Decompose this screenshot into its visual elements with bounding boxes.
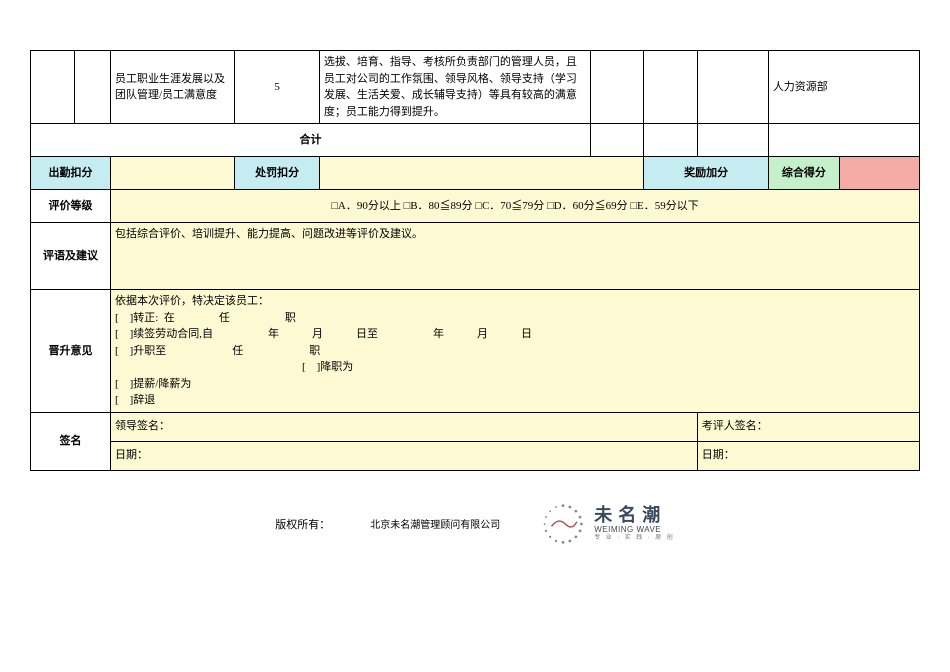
brand-sub: 专 业 · 实 践 · 原 创 xyxy=(594,535,675,542)
item-weight: 5 xyxy=(235,51,319,124)
promotion-label: 晋升意见 xyxy=(31,290,111,413)
item-dept: 人力资源部 xyxy=(768,51,919,124)
penalty-value[interactable] xyxy=(319,157,643,190)
grade-label: 评价等级 xyxy=(31,190,111,223)
comments-hint[interactable]: 包括综合评价、培训提升、能力提高、问题改进等评价及建议。 xyxy=(110,223,919,290)
signature-label: 签名 xyxy=(31,412,111,470)
company-logo: 未名潮 WEIMING WAVE 专 业 · 实 践 · 原 创 xyxy=(540,501,675,547)
copyright-label: 版权所有： xyxy=(275,516,330,532)
score-row: 出勤扣分 处罚扣分 奖励加分 综合得分 xyxy=(31,157,920,190)
grade-options[interactable]: □A．90分以上 □B．80≦89分 □C．70≦79分 □D．60分≦69分 … xyxy=(110,190,919,223)
promotion-text[interactable]: 依据本次评价，特决定该员工： [ ]转正: 在 任 职 [ ]续签劳动合同,自 … xyxy=(110,290,919,413)
brand-cn: 未名潮 xyxy=(594,506,675,526)
grade-row: 评价等级 □A．90分以上 □B．80≦89分 □C．70≦79分 □D．60分… xyxy=(31,190,920,223)
penalty-label: 处罚扣分 xyxy=(235,157,319,190)
criteria-row: 员工职业生涯发展以及团队管理/员工满意度 5 选拔、培育、指导、考核所负责部门的… xyxy=(31,51,920,124)
reviewer-date[interactable]: 日期： xyxy=(697,441,919,470)
item-name: 员工职业生涯发展以及团队管理/员工满意度 xyxy=(110,51,234,124)
brand-en: WEIMING WAVE xyxy=(594,526,675,535)
attendance-value[interactable] xyxy=(110,157,234,190)
leader-date[interactable]: 日期： xyxy=(110,441,697,470)
comments-label: 评语及建议 xyxy=(31,223,111,290)
item-criteria: 选拔、培育、指导、考核所负责部门的管理人员，且员工对公司的工作氛围、领导风格、领… xyxy=(319,51,590,124)
composite-value[interactable] xyxy=(839,157,919,190)
promotion-row: 晋升意见 依据本次评价，特决定该员工： [ ]转正: 在 任 职 [ ]续签劳动… xyxy=(31,290,920,413)
signature-row-1: 签名 领导签名： 考评人签名： xyxy=(31,412,920,441)
composite-label: 综合得分 xyxy=(768,157,839,190)
attendance-label: 出勤扣分 xyxy=(31,157,111,190)
bonus-label: 奖励加分 xyxy=(644,157,768,190)
footer: 版权所有： 北京未名潮管理顾问有限公司 未名潮 WEIMING WAVE 专 业… xyxy=(30,501,920,547)
comments-row: 评语及建议 包括综合评价、培训提升、能力提高、问题改进等评价及建议。 xyxy=(31,223,920,290)
company-name: 北京未名潮管理顾问有限公司 xyxy=(370,516,500,531)
reviewer-sign[interactable]: 考评人签名： xyxy=(697,412,919,441)
evaluation-table: 员工职业生涯发展以及团队管理/员工满意度 5 选拔、培育、指导、考核所负责部门的… xyxy=(30,50,920,471)
leader-sign[interactable]: 领导签名： xyxy=(110,412,697,441)
total-row: 合计 xyxy=(31,124,920,157)
signature-row-2: 日期： 日期： xyxy=(31,441,920,470)
total-label: 合计 xyxy=(31,124,591,157)
wave-logo-icon xyxy=(540,501,586,547)
